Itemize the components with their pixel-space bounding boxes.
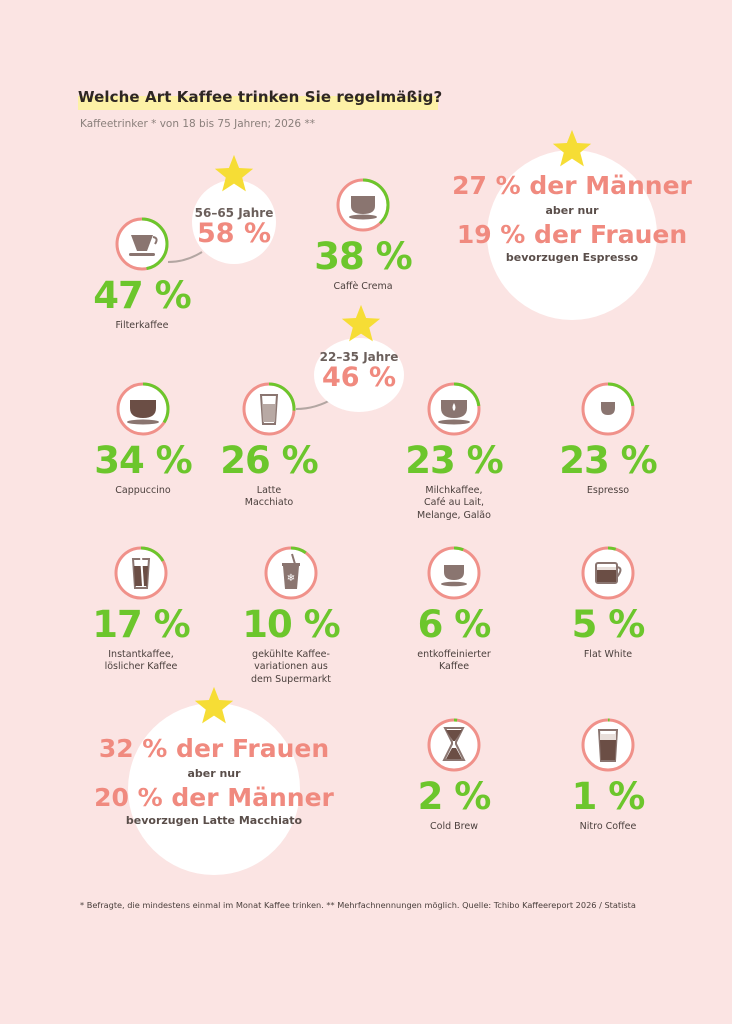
value-label: 10 % <box>242 603 340 646</box>
category-label: entkoffeinierter Kaffee <box>417 649 491 673</box>
latte-callout-line4: bevorzugen Latte Macchiato <box>125 813 303 827</box>
value-label: 6 % <box>417 603 492 646</box>
category-label: Instantkaffee, löslicher Kaffee <box>104 649 178 673</box>
category-label: gekühlte Kaffee- variationen aus dem Sup… <box>250 649 332 685</box>
progress-ring: ❄ <box>264 546 318 600</box>
progress-ring <box>427 546 481 600</box>
latte-callout-line1: 32 % der Frauen <box>98 734 330 763</box>
espresso-callout-line1: 27 % der Männer <box>452 171 692 200</box>
age-bubble-latte: 22–35 Jahre 46 % <box>314 338 404 412</box>
category-label: Milchkaffee, Café au Lait, Melange, Galã… <box>417 485 491 521</box>
chart-title-wrap: Welche Art Kaffee trinken Sie regelmäßig… <box>78 88 443 110</box>
espresso-callout-line2: aber nur <box>545 203 599 217</box>
category-label: Cold Brew <box>430 821 478 832</box>
chart-item: 1 % Nitro Coffee <box>533 718 683 833</box>
progress-ring <box>581 546 635 600</box>
cappuccino-cup-icon <box>127 400 159 425</box>
category-label: Caffè Crema <box>333 281 393 292</box>
value-label: 38 % <box>314 235 412 278</box>
age-bubble-latte-pct: 46 % <box>321 362 397 393</box>
progress-ring <box>427 382 481 436</box>
value-label: 2 % <box>417 775 492 818</box>
chart-item: 2 % Cold Brew <box>379 718 529 833</box>
title-highlight <box>78 96 438 110</box>
chart-item: 26 % Latte Macchiato <box>194 382 344 510</box>
filter-connector <box>167 251 203 263</box>
espresso-cup-icon <box>601 402 615 415</box>
chart-title: Welche Art Kaffee trinken Sie regelmäßig… <box>78 88 443 106</box>
flat-white-mug-icon <box>595 562 622 584</box>
crema-cup-icon <box>349 196 377 220</box>
value-label: 5 % <box>571 603 646 646</box>
star-icon <box>341 304 381 342</box>
latte-glass-icon <box>259 394 279 425</box>
latte-callout-line2: aber nur <box>187 766 241 780</box>
category-label: Filterkaffee <box>115 320 169 331</box>
nitro-glass-icon <box>597 729 619 762</box>
star-icon <box>214 154 254 192</box>
category-label: Nitro Coffee <box>579 821 637 832</box>
chemex-icon <box>442 727 466 761</box>
iced-cup-icon: ❄ <box>282 553 300 589</box>
instant-glass-icon <box>131 555 151 589</box>
star-icon <box>552 129 592 167</box>
age-bubble-filter-pct: 58 % <box>196 218 272 249</box>
progress-ring <box>115 217 169 271</box>
chart-subtitle: Kaffeetrinker * von 18 bis 75 Jahren; 20… <box>80 118 315 130</box>
category-label: Flat White <box>583 649 633 660</box>
footnote: * Befragte, die mindestens einmal im Mon… <box>80 900 636 910</box>
chart-item: 17 % Instantkaffee, löslicher Kaffee <box>66 546 216 674</box>
chart-item: 34 % Cappuccino <box>68 382 218 497</box>
milk-coffee-icon <box>438 400 470 425</box>
age-bubble-filter-age: 56–65 Jahre <box>194 206 274 220</box>
gender-bubble-espresso: 27 % der Männer aber nur 19 % der Frauen… <box>452 150 692 320</box>
progress-ring <box>427 718 481 772</box>
progress-ring <box>242 382 296 436</box>
chart-item: 38 % Caffè Crema <box>288 178 438 293</box>
chart-item: ❄ 10 % gekühlte Kaffee- variationen aus … <box>216 546 366 686</box>
filter-icon <box>129 235 158 256</box>
progress-ring-svg <box>427 718 481 772</box>
value-label: 17 % <box>92 603 190 646</box>
age-bubble-latte-age: 22–35 Jahre <box>319 350 399 364</box>
decaf-cup-icon <box>441 565 467 587</box>
category-label: Espresso <box>586 485 630 496</box>
category-label: Cappuccino <box>115 485 171 496</box>
svg-text:❄: ❄ <box>287 573 295 584</box>
progress-ring <box>114 546 168 600</box>
chart-item: 23 % Milchkaffee, Café au Lait, Melange,… <box>379 382 529 522</box>
value-label: 47 % <box>93 274 191 317</box>
value-label: 23 % <box>405 439 503 482</box>
latte-callout-line3: 20 % der Männer <box>94 783 334 813</box>
progress-ring <box>581 382 635 436</box>
gender-bubble-latte: 32 % der Frauen aber nur 20 % der Männer… <box>94 703 334 875</box>
star-icon <box>194 686 234 724</box>
chart-item: 5 % Flat White <box>533 546 683 661</box>
category-label: Latte Macchiato <box>244 485 294 509</box>
value-label: 23 % <box>559 439 657 482</box>
chart-item: 23 % Espresso <box>533 382 683 497</box>
espresso-callout-line4: bevorzugen Espresso <box>505 250 639 264</box>
chart-item: 6 % entkoffeinierter Kaffee <box>379 546 529 674</box>
progress-ring <box>581 718 635 772</box>
chart-item: 47 % Filterkaffee <box>67 217 217 332</box>
value-label: 34 % <box>94 439 192 482</box>
progress-ring <box>336 178 390 232</box>
progress-ring <box>116 382 170 436</box>
value-label: 1 % <box>571 775 646 818</box>
value-label: 26 % <box>220 439 318 482</box>
age-bubble-filter: 56–65 Jahre 58 % <box>192 180 276 264</box>
espresso-callout-line3: 19 % der Frauen <box>456 220 688 250</box>
